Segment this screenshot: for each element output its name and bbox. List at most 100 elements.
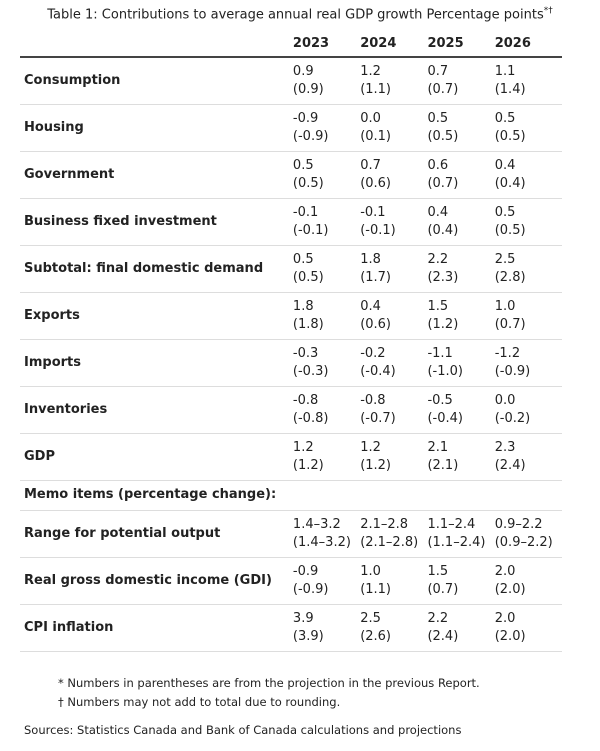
previous-value: (0.4) [427,222,459,238]
previous-value: (2.0) [494,628,526,644]
current-value: -0.9 [292,110,319,126]
value-cell: 0.9–2.2 (0.9–2.2) [495,510,562,557]
previous-value: (0.6) [360,316,392,332]
row-label: GDP [24,448,55,464]
previous-value: (2.3) [427,269,459,285]
row-label: Subtotal: final domestic demand [24,260,264,276]
value-cell: 0.4 (0.4) [495,151,562,198]
previous-value: (-0.3) [292,363,329,379]
value-cell: 1.1–2.4 (1.1–2.4) [427,510,494,557]
value-cell: -0.3 (-0.3) [293,339,360,386]
previous-value: (3.9) [292,628,324,644]
value-cell: 0.7 (0.6) [360,151,427,198]
current-value: 1.1–2.4 [427,516,476,532]
row-label: Housing [24,119,84,135]
current-value: 0.0 [360,110,381,126]
row-label: Inventories [24,401,108,417]
current-value: 0.5 [494,110,516,126]
previous-value: (2.6) [360,628,392,644]
value-cell: 0.5 (0.5) [293,245,360,292]
table-row: Consumption 0.9 (0.9) 1.2 (1.1) 0.7 (0.7) 1.1 (1… [20,57,562,104]
footnote: * Numbers in parentheses are from the pr… [58,676,480,690]
current-value: 2.3 [494,439,516,455]
value-cell: 0.0 (-0.2) [495,386,562,433]
previous-value: (0.7) [427,175,459,191]
previous-value: (-0.9) [494,363,531,379]
previous-value: (2.4) [494,457,526,473]
previous-value: (0.7) [427,581,459,597]
previous-value: (1.4) [494,81,526,97]
previous-value: (0.5) [292,269,324,285]
value-cell: -0.9 (-0.9) [293,104,360,151]
current-value: -0.3 [292,345,319,361]
current-value: 2.2 [427,610,449,626]
value-cell: 3.9 (3.9) [293,604,360,651]
current-value: 0.9 [292,63,314,79]
current-value: 0.5 [292,157,314,173]
current-value: 0.5 [427,110,449,126]
value-cell: 0.0 (0.1) [360,104,427,151]
current-value: 1.5 [427,298,449,314]
value-cell: 2.0 (2.0) [495,557,562,604]
year-header: 2024 [360,35,397,51]
current-value: -1.2 [494,345,521,361]
previous-value: (2.0) [494,581,526,597]
current-value: 1.0 [494,298,516,314]
current-value: 2.2 [427,251,449,267]
table-row: Imports -0.3 (-0.3) -0.2 (-0.4) -1.1 (-1.0) -1.… [20,339,562,386]
value-cell: -0.2 (-0.4) [360,339,427,386]
current-value: 2.5 [494,251,516,267]
previous-value: (0.5) [494,222,526,238]
previous-value: (1.2) [360,457,392,473]
previous-value: (0.5) [494,128,526,144]
memo-label: Memo items (percentage change): [24,487,277,502]
current-value: 0.0 [494,392,516,408]
value-cell: 1.5 (1.2) [427,292,494,339]
current-value: 1.1 [494,63,516,79]
current-value: 1.2 [360,63,381,79]
value-cell: -1.1 (-1.0) [427,339,494,386]
row-label: CPI inflation [24,619,114,635]
current-value: 1.4–3.2 [292,516,341,532]
current-value: 2.0 [494,610,516,626]
header-row: 2023 2024 2025 2026 [20,32,562,57]
value-cell: 0.7 (0.7) [427,57,494,104]
table-row: GDP 1.2 (1.2) 1.2 (1.2) 2.1 (2.1) 2.3 (2.4) [20,433,562,480]
value-cell: 1.2 (1.2) [360,433,427,480]
value-cell: -0.1 (-0.1) [293,198,360,245]
row-label: Business fixed investment [24,213,217,229]
current-value: 1.2 [292,439,314,455]
current-value: 1.8 [360,251,381,267]
previous-value: (0.1) [360,128,392,144]
value-cell: -0.8 (-0.8) [293,386,360,433]
row-label: Exports [24,307,80,323]
value-cell: 2.3 (2.4) [495,433,562,480]
current-value: 2.1–2.8 [360,516,409,532]
previous-value: (1.7) [360,269,392,285]
value-cell: 0.5 (0.5) [495,198,562,245]
value-cell: 0.5 (0.5) [293,151,360,198]
current-value: -0.5 [427,392,453,408]
value-cell: 1.2 (1.1) [360,57,427,104]
table-row: Government 0.5 (0.5) 0.7 (0.6) 0.6 (0.7) 0.4 (0.… [20,151,562,198]
current-value: 2.1 [427,439,449,455]
value-cell: 0.9 (0.9) [293,57,360,104]
current-value: -0.8 [292,392,319,408]
value-cell: -0.8 (-0.7) [360,386,427,433]
value-cell: 0.5 (0.5) [495,104,562,151]
memo-header-row: Memo items (percentage change): [20,480,562,510]
current-value: -0.8 [360,392,386,408]
table-row: Inventories -0.8 (-0.8) -0.8 (-0.7) -0.5 (-0.4… [20,386,562,433]
value-cell: 2.5 (2.8) [495,245,562,292]
value-cell: 2.5 (2.6) [360,604,427,651]
value-cell: -1.2 (-0.9) [495,339,562,386]
value-cell: 2.1–2.8 (2.1–2.8) [360,510,427,557]
current-value: 0.4 [494,157,516,173]
previous-value: (1.2) [292,457,324,473]
previous-value: (-0.9) [292,581,329,597]
current-value: 0.9–2.2 [494,516,543,532]
value-cell: 2.1 (2.1) [427,433,494,480]
value-cell: 0.4 (0.6) [360,292,427,339]
current-value: 1.5 [427,563,449,579]
title-footnote-marks: *† [543,6,553,16]
